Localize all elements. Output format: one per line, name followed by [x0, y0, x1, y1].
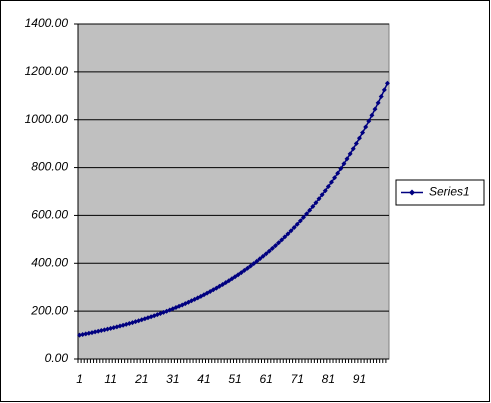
- data-point: [232, 274, 238, 280]
- y-tick-label: 1400.00: [25, 16, 69, 30]
- data-point: [297, 218, 303, 224]
- y-tick-label: 400.00: [31, 255, 68, 269]
- data-point: [372, 106, 378, 112]
- data-point: [353, 141, 359, 147]
- data-point: [360, 130, 366, 136]
- y-tick-label: 1200.00: [25, 64, 69, 78]
- data-point: [328, 179, 334, 185]
- data-point: [282, 234, 288, 240]
- data-point: [254, 258, 260, 264]
- data-point: [344, 156, 350, 162]
- data-point: [347, 151, 353, 157]
- data-point: [300, 214, 306, 220]
- data-point: [335, 170, 341, 176]
- data-point: [341, 161, 347, 167]
- data-point: [244, 265, 250, 271]
- x-tick-label: 31: [166, 372, 179, 386]
- data-point: [338, 166, 344, 172]
- data-point: [322, 188, 328, 194]
- data-point: [310, 204, 316, 210]
- data-point: [229, 276, 235, 282]
- data-point: [285, 231, 291, 237]
- data-point: [304, 211, 310, 217]
- data-point: [238, 270, 244, 276]
- data-point: [269, 245, 275, 251]
- data-point: [288, 228, 294, 234]
- legend-label: Series1: [429, 185, 470, 199]
- y-tick-label: 1000.00: [25, 112, 69, 126]
- data-point: [363, 124, 369, 130]
- data-point: [272, 243, 278, 249]
- data-point: [332, 175, 338, 181]
- data-point: [378, 93, 384, 99]
- data-point: [381, 87, 387, 93]
- data-point: [241, 267, 247, 273]
- data-point: [375, 100, 381, 106]
- data-point: [307, 207, 313, 213]
- data-point: [276, 240, 282, 246]
- x-tick-label: 21: [134, 372, 148, 386]
- y-tick-label: 0.00: [45, 351, 69, 365]
- y-tick-label: 800.00: [31, 160, 68, 174]
- data-point: [313, 200, 319, 206]
- data-point: [251, 261, 257, 267]
- data-point: [260, 253, 266, 259]
- data-point: [223, 280, 229, 286]
- x-tick-label: 81: [322, 372, 335, 386]
- data-point: [235, 272, 241, 278]
- data-point: [294, 221, 300, 227]
- x-tick-label: 1: [76, 372, 83, 386]
- x-tick-label: 61: [259, 372, 272, 386]
- data-point: [316, 196, 322, 202]
- data-point: [366, 118, 372, 124]
- data-point: [384, 80, 390, 86]
- data-point: [263, 251, 269, 257]
- y-tick-label: 200.00: [30, 303, 68, 317]
- x-tick-label: 41: [197, 372, 210, 386]
- data-point: [77, 332, 83, 338]
- x-tick-label: 51: [228, 372, 241, 386]
- x-tick-label: 11: [104, 372, 116, 386]
- y-tick-label: 600.00: [31, 208, 68, 222]
- data-point: [369, 112, 375, 118]
- data-point: [279, 237, 285, 243]
- plot-area: [77, 23, 390, 360]
- x-tick-label: 71: [291, 372, 304, 386]
- legend-marker: [409, 189, 415, 196]
- data-point: [319, 192, 325, 198]
- data-point: [291, 225, 297, 231]
- data-point: [248, 263, 254, 269]
- data-point: [356, 135, 362, 141]
- data-point: [325, 183, 331, 189]
- data-point: [266, 248, 272, 254]
- data-point: [226, 278, 232, 284]
- data-point: [257, 256, 263, 262]
- x-tick-label: 91: [353, 372, 366, 386]
- data-point: [350, 146, 356, 152]
